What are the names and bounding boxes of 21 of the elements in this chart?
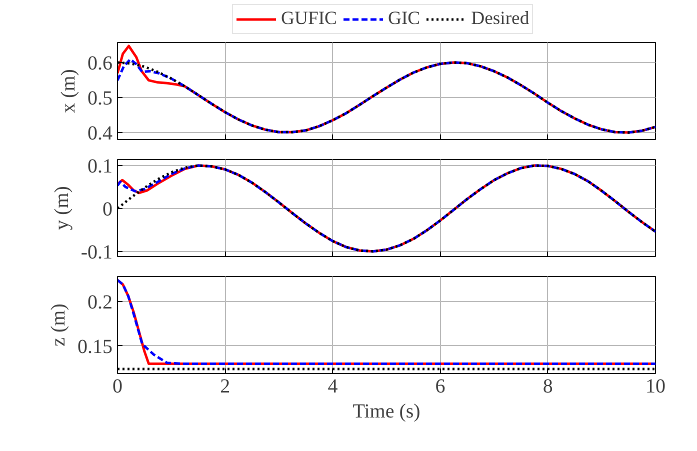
y-tick-label: -0.1 xyxy=(80,241,113,264)
line-series xyxy=(118,278,656,365)
legend-label: GIC xyxy=(388,8,420,30)
y-axis-title: y (m) xyxy=(50,186,73,230)
y-axis-title: x (m) xyxy=(58,69,80,113)
y-tick-label: 0.1 xyxy=(88,156,112,178)
x-tick-label: 6 xyxy=(435,376,446,398)
legend-label: GUFIC xyxy=(281,8,337,30)
y-tick-label: 0.5 xyxy=(88,87,112,110)
y-tick-label: 0.4 xyxy=(88,122,112,144)
x-tick-label: 4 xyxy=(328,376,338,398)
y-tick-label: 0.15 xyxy=(78,336,112,358)
x-tick-label: 2 xyxy=(220,376,230,398)
legend-label: Desired xyxy=(471,8,530,30)
y-tick-label: 0 xyxy=(102,198,112,220)
y-tick-label: 0.2 xyxy=(88,291,112,314)
y-tick-label: 0.6 xyxy=(88,52,112,74)
x-tick-label: 10 xyxy=(646,376,666,398)
x-axis-title: Time (s) xyxy=(352,400,420,422)
y-axis-title: z (m) xyxy=(48,304,70,346)
x-tick-label: 8 xyxy=(542,376,553,398)
